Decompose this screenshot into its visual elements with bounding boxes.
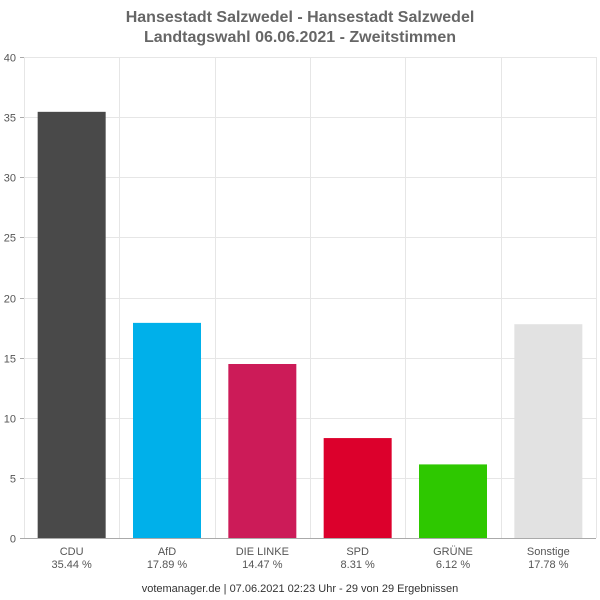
x-value-label: 35.44 % [51, 559, 92, 571]
y-tick-label: 15 [4, 354, 16, 366]
y-tick-label: 10 [4, 414, 16, 426]
axis-layer [20, 57, 596, 539]
y-tick-label: 30 [4, 173, 16, 185]
bar-die-linke [228, 363, 297, 538]
chart-title-line1: Hansestadt Salzwedel - Hansestadt Salzwe… [125, 9, 475, 26]
y-tick-label: 0 [10, 534, 16, 546]
x-value-label: 17.89 % [147, 559, 188, 571]
bar-layer [37, 111, 583, 539]
x-category-label: CDU [60, 546, 84, 558]
bar-grüne [419, 464, 487, 538]
bar-afd [133, 322, 201, 538]
x-category-label: AfD [158, 546, 176, 558]
x-value-label: 6.12 % [436, 559, 470, 571]
x-value-label: 14.47 % [242, 559, 283, 571]
y-tick-label: 5 [10, 474, 16, 486]
footer-source: votemanager.de | 07.06.2021 02:23 Uhr - … [141, 583, 459, 595]
chart-title: Hansestadt Salzwedel - Hansestadt Salzwe… [0, 8, 600, 48]
grid-layer [24, 57, 597, 539]
x-category-label: Sonstige [527, 546, 570, 558]
chart-title-line2: Landtagswahl 06.06.2021 - Zweitstimmen [143, 29, 457, 46]
x-category-label: DIE LINKE [236, 546, 289, 558]
bar-sonstige [514, 324, 583, 538]
x-category-label: GRÜNE [433, 546, 473, 558]
y-tick-label: 35 [4, 113, 16, 125]
y-tick-label: 20 [4, 294, 16, 306]
bar-spd [323, 438, 392, 538]
x-value-label: 8.31 % [341, 559, 375, 571]
bar-cdu [37, 111, 106, 539]
y-tick-label: 25 [4, 233, 16, 245]
x-value-label: 17.78 % [528, 559, 569, 571]
x-category-label: SPD [346, 546, 369, 558]
y-tick-label: 40 [4, 53, 16, 65]
